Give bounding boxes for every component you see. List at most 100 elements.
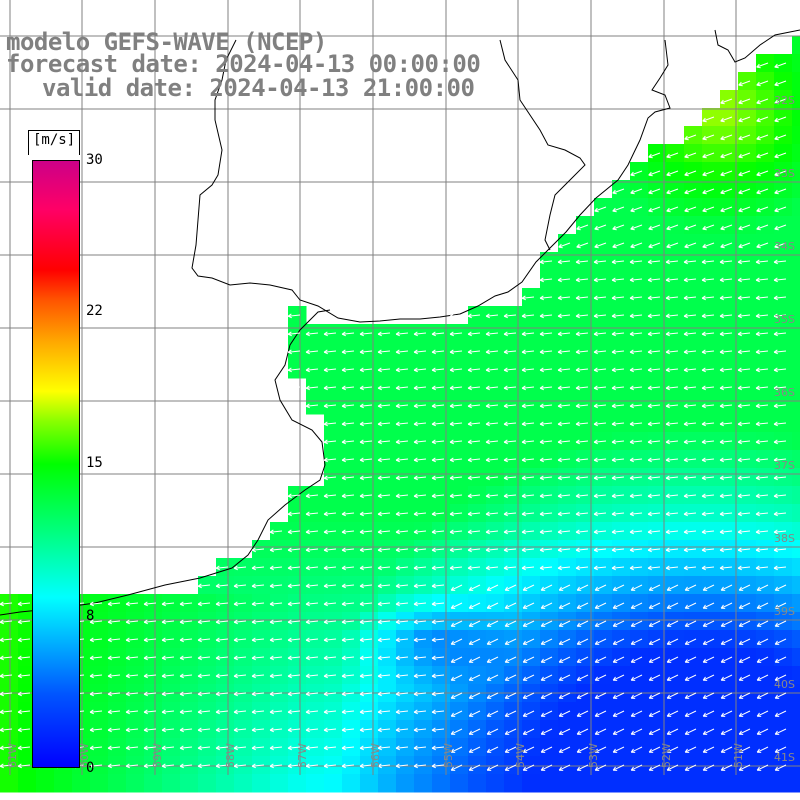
wind-arrow: [684, 746, 697, 753]
wind-arrow: [287, 709, 301, 715]
wind-arrow: [413, 475, 427, 481]
wind-arrow: [666, 710, 679, 717]
lat-label: 33S: [774, 167, 795, 180]
wind-arrow: [593, 331, 607, 337]
wind-arrow: [629, 367, 643, 373]
speed-cell: [792, 288, 800, 307]
wind-arrow: [395, 745, 409, 751]
wind-arrow: [323, 403, 337, 409]
wind-arrow: [576, 728, 589, 735]
wind-arrow: [684, 170, 697, 177]
wind-arrow: [665, 367, 679, 373]
wind-arrow: [503, 331, 517, 337]
lat-label: 36S: [774, 386, 795, 399]
wind-arrow: [251, 727, 265, 733]
wind-arrow: [755, 385, 769, 391]
wind-arrow: [215, 691, 229, 697]
wind-arrow: [683, 385, 697, 391]
wind-arrow: [648, 584, 661, 591]
wind-arrow: [179, 601, 193, 607]
wind-arrow: [287, 637, 301, 643]
wind-arrow: [611, 331, 625, 337]
wind-arrow: [269, 709, 283, 715]
wind-arrow: [648, 206, 661, 213]
wind-arrow: [341, 637, 355, 643]
wind-arrow: [305, 619, 319, 625]
wind-arrow: [755, 457, 769, 463]
wind-arrow: [539, 421, 553, 427]
wind-arrow: [720, 242, 733, 249]
speed-cell: [702, 756, 721, 775]
wind-arrow: [593, 457, 607, 463]
wind-arrow: [269, 601, 283, 607]
wind-arrow: [684, 710, 697, 717]
wind-arrow: [738, 152, 751, 159]
speed-cell: [630, 180, 649, 199]
wind-arrow: [449, 439, 463, 445]
speed-cell: [792, 648, 800, 667]
wind-arrow: [540, 674, 553, 681]
speed-cell: [648, 648, 667, 667]
speed-cell: [684, 576, 703, 595]
wind-arrow: [0, 619, 13, 625]
speed-cell: [450, 576, 469, 595]
wind-arrow: [413, 601, 427, 607]
wind-arrow: [341, 655, 355, 661]
wind-arrow: [719, 385, 733, 391]
speed-cell: [792, 630, 800, 649]
wind-arrow: [612, 638, 625, 645]
wind-arrow: [233, 583, 247, 589]
wind-arrow: [576, 620, 589, 627]
speed-cell: [612, 738, 631, 757]
lon-label: 51W: [732, 743, 745, 768]
speed-cell: [738, 126, 757, 145]
wind-arrow: [359, 367, 373, 373]
speed-cell: [702, 180, 721, 199]
speed-cell: [648, 666, 667, 685]
wind-arrow: [305, 637, 319, 643]
speed-cell: [756, 198, 775, 217]
wind-arrow: [359, 493, 373, 499]
wind-arrow: [755, 349, 769, 355]
speed-cell: [594, 198, 613, 217]
speed-cell: [684, 144, 703, 163]
wind-arrow: [107, 673, 121, 679]
wind-arrow: [179, 709, 193, 715]
wind-arrow: [683, 547, 697, 553]
wind-arrow: [720, 638, 733, 645]
wind-arrow: [179, 655, 193, 661]
speed-cell: [630, 576, 649, 595]
wind-arrow: [756, 584, 769, 591]
wind-arrow: [485, 331, 499, 337]
wind-arrow: [593, 421, 607, 427]
units-frame: [28, 130, 80, 155]
speed-cell: [792, 756, 800, 775]
speed-cell: [720, 720, 739, 739]
wind-arrow: [89, 673, 103, 679]
speed-cell: [774, 126, 793, 145]
speed-cell: [738, 702, 757, 721]
wind-arrow: [341, 583, 355, 589]
wind-arrow: [557, 385, 571, 391]
wind-arrow: [576, 746, 589, 753]
wind-arrow: [665, 565, 679, 571]
wind-arrow: [359, 421, 373, 427]
wind-arrow: [684, 674, 697, 681]
wind-arrow: [666, 602, 679, 609]
wind-arrow: [575, 493, 589, 499]
speed-cell: [558, 738, 577, 757]
wind-arrow: [413, 709, 427, 715]
wind-arrow: [576, 764, 589, 771]
speed-cell: [576, 702, 595, 721]
wind-arrow: [720, 134, 733, 141]
wind-arrow: [467, 493, 481, 499]
wind-arrow: [773, 313, 787, 319]
wind-arrow: [359, 619, 373, 625]
wind-arrow: [774, 44, 787, 51]
wind-arrow: [719, 421, 733, 427]
wind-arrow: [269, 745, 283, 751]
wind-arrow: [449, 349, 463, 355]
wind-arrow: [665, 331, 679, 337]
wind-arrow: [575, 511, 589, 517]
wind-arrow: [107, 763, 121, 769]
